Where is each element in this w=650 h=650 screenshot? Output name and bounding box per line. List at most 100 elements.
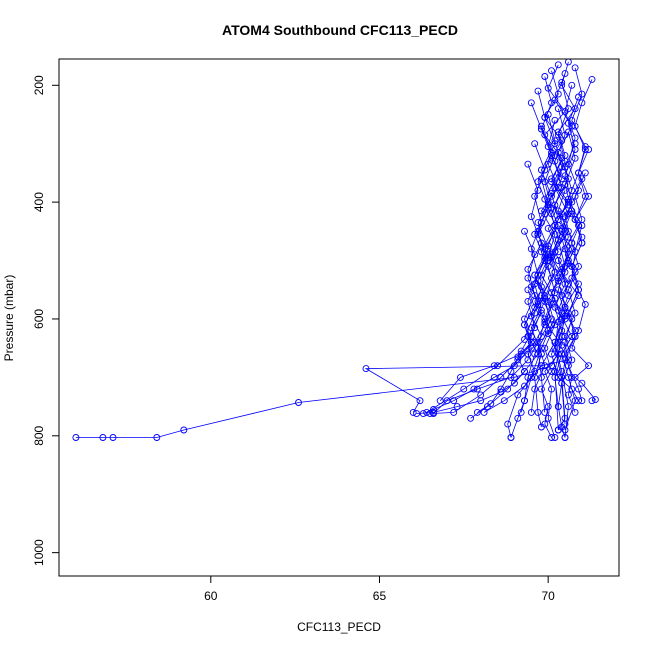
data-point	[99, 434, 107, 441]
data-point	[554, 274, 562, 282]
series-line	[416, 289, 536, 414]
data-point	[544, 403, 552, 411]
data-point	[558, 368, 566, 375]
data-point	[473, 385, 481, 393]
data-point	[537, 385, 545, 393]
series-line	[433, 126, 552, 414]
series-line	[551, 143, 579, 401]
series-line	[530, 155, 563, 413]
data-point	[480, 408, 488, 416]
data-point	[524, 160, 532, 168]
data-point	[581, 169, 589, 177]
data-point	[571, 216, 579, 224]
data-point	[537, 125, 545, 133]
profile-series	[558, 175, 586, 405]
data-point	[575, 93, 582, 101]
data-point	[453, 403, 461, 411]
data-point	[295, 399, 302, 406]
y-tick-label: 800	[32, 425, 46, 445]
data-point	[568, 356, 576, 364]
data-point	[548, 434, 555, 441]
series-line	[544, 190, 569, 438]
data-point	[531, 368, 539, 375]
y-tick-label: 200	[32, 75, 46, 95]
data-point	[588, 397, 596, 405]
series-line	[507, 82, 569, 438]
data-point	[544, 414, 552, 422]
data-point	[585, 362, 593, 370]
data-point	[561, 268, 569, 276]
data-point	[571, 408, 579, 416]
x-tick-label: 65	[373, 589, 387, 603]
data-point	[575, 280, 582, 288]
data-point	[109, 434, 117, 441]
data-point	[521, 382, 528, 390]
data-point	[531, 271, 539, 279]
y-tick-label: 600	[32, 309, 46, 329]
data-point	[581, 192, 589, 200]
data-point	[180, 426, 188, 434]
data-point	[591, 396, 599, 404]
data-point	[571, 140, 579, 148]
data-point	[568, 198, 576, 206]
data-point	[548, 178, 555, 186]
data-point	[571, 397, 579, 405]
data-point	[564, 391, 572, 399]
data-point	[72, 434, 80, 441]
data-point	[548, 289, 555, 297]
data-point	[564, 119, 572, 127]
data-point	[554, 131, 562, 139]
data-point	[544, 297, 552, 305]
data-point	[514, 353, 522, 361]
data-point	[531, 385, 539, 393]
data-point	[477, 397, 485, 405]
data-layer	[72, 59, 599, 441]
profile-series	[480, 210, 552, 416]
data-point	[531, 350, 539, 358]
data-point	[561, 426, 569, 434]
data-point	[564, 128, 572, 136]
data-point	[564, 373, 572, 381]
data-point	[541, 368, 549, 375]
data-point	[507, 373, 515, 381]
data-point	[551, 303, 559, 311]
data-point	[564, 403, 572, 411]
series-line	[537, 108, 566, 413]
series-line	[561, 172, 586, 425]
data-point	[537, 219, 545, 227]
data-point	[537, 306, 545, 314]
data-point	[575, 262, 582, 270]
data-point	[548, 368, 555, 375]
data-point	[510, 362, 518, 370]
data-point	[571, 192, 579, 200]
data-point	[578, 175, 586, 183]
data-point	[531, 251, 539, 259]
y-tick-label: 400	[32, 192, 46, 212]
data-point	[507, 434, 515, 441]
data-point	[578, 233, 586, 241]
data-point	[578, 379, 586, 387]
data-point	[571, 64, 579, 72]
data-point	[409, 408, 417, 416]
data-point	[514, 391, 522, 399]
data-point	[571, 154, 579, 162]
data-point	[527, 213, 535, 221]
data-point	[490, 373, 498, 381]
data-point	[554, 403, 562, 411]
data-point	[544, 198, 552, 206]
data-point	[564, 257, 572, 264]
data-point	[517, 347, 525, 355]
data-point	[467, 414, 475, 422]
data-point	[548, 151, 555, 159]
series-line	[510, 120, 559, 438]
data-point	[531, 192, 539, 200]
data-point	[554, 105, 562, 113]
data-point	[531, 324, 539, 332]
data-point	[500, 397, 508, 405]
x-axis-label: CFC113_PECD	[297, 620, 381, 634]
data-point	[548, 274, 555, 282]
data-point	[450, 397, 458, 405]
data-point	[541, 344, 549, 352]
data-point	[561, 70, 569, 78]
